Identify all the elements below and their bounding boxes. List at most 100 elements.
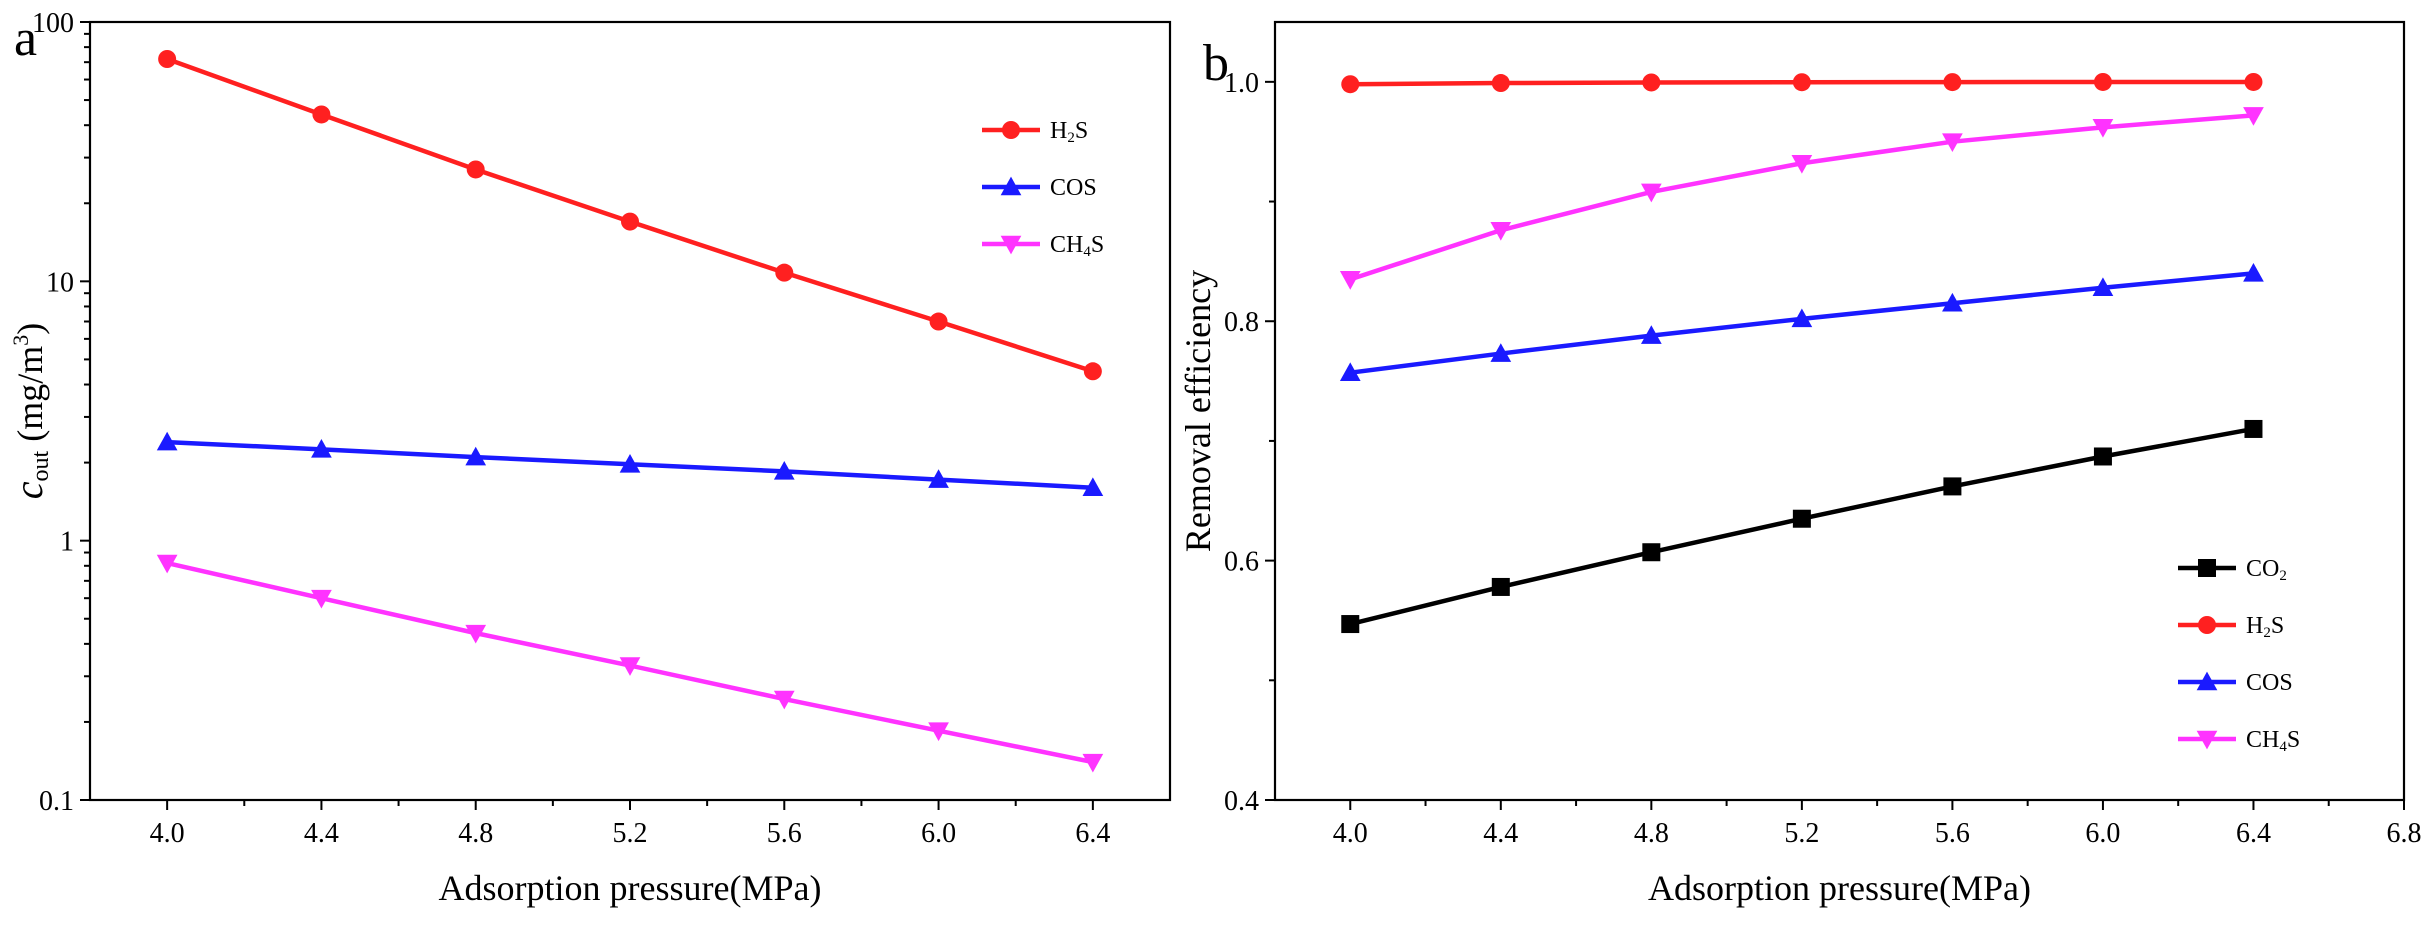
panel-b: 4.0 4.4 4.8 5.2 5.6 6.0 6.4 6.8 0.4 0.6 0.8 1.0 Adso… — [1178, 20, 2422, 908]
data-point — [1943, 73, 1962, 92]
data-point — [158, 49, 177, 68]
data-point — [619, 453, 641, 473]
legend-label: COS — [1050, 175, 1097, 201]
data-point — [1942, 292, 1963, 312]
y-tick-label: 1 — [60, 527, 74, 558]
panel-letter: b — [1203, 35, 1229, 92]
legend-entry: COS — [982, 175, 1097, 201]
data-point — [312, 105, 331, 124]
plot-frame — [88, 20, 1172, 802]
legend-label: COS — [2246, 670, 2293, 696]
data-point — [775, 263, 794, 282]
data-point — [1490, 221, 1512, 241]
data-point — [1083, 362, 1102, 381]
y-tick-label: 10 — [46, 267, 74, 298]
y-tick-label: 0.1 — [39, 786, 74, 817]
data-point — [1490, 343, 1512, 362]
legend-label: CH4S — [1050, 232, 1104, 260]
series-h2s — [158, 49, 1102, 381]
y-label-unit-end: ) — [10, 323, 50, 335]
data-point — [2093, 72, 2112, 91]
data-point — [1640, 183, 1662, 203]
data-point — [2244, 419, 2263, 438]
x-axis-label: Adsorption pressure(MPa) — [439, 868, 822, 908]
data-point — [1942, 133, 1963, 153]
data-point — [156, 431, 178, 451]
x-tick-label: 6.8 — [2387, 818, 2422, 849]
data-point — [929, 312, 948, 331]
data-point — [1792, 73, 1811, 92]
legend-label-sub: 2 — [1067, 130, 1075, 146]
legend-label: CO2 — [2246, 556, 2287, 584]
y-label-unit: (mg/m — [10, 346, 50, 451]
legend-label: H2S — [2246, 613, 2284, 641]
legend-label-post: S — [2271, 613, 2284, 639]
x-tick-label: 4.0 — [1333, 818, 1368, 849]
y-tick-label: 0.8 — [1224, 307, 1259, 338]
legend-marker — [1000, 176, 1022, 196]
data-point — [465, 624, 487, 644]
x-tick-label: 5.6 — [767, 818, 802, 849]
data-point — [1792, 509, 1811, 528]
legend-entry: CO2 — [2178, 556, 2287, 584]
data-point — [2093, 447, 2112, 466]
data-point — [773, 690, 795, 710]
legend-label-main: CO — [2246, 556, 2279, 582]
data-point — [1642, 73, 1661, 92]
x-tick-label: 4.4 — [1483, 818, 1518, 849]
legend-label-main: COS — [1050, 175, 1097, 201]
data-point — [1943, 477, 1962, 496]
data-point — [1341, 75, 1360, 94]
y-tick-label: 0.4 — [1224, 786, 1259, 817]
data-point — [2092, 119, 2114, 138]
data-point — [928, 469, 949, 488]
legend-entry: CH4S — [2178, 727, 2300, 755]
y-tick-label: 0.6 — [1224, 547, 1259, 578]
data-point — [156, 554, 178, 574]
legend-label-sub: 2 — [2263, 625, 2271, 641]
series-h2s — [1341, 72, 2263, 94]
y-axis-label: cout (mg/m3) — [6, 323, 54, 499]
data-point — [1791, 154, 1813, 174]
legend-label: H2S — [1050, 118, 1088, 146]
y-axis-label: Removal efficiency — [1178, 270, 1218, 552]
x-tick-label: 4.4 — [304, 818, 339, 849]
legend-entry: CH4S — [982, 232, 1104, 260]
data-point — [1491, 74, 1510, 93]
data-point — [311, 438, 332, 458]
legend-label-main: CH — [1050, 232, 1083, 258]
data-point — [621, 212, 639, 231]
legend-marker — [2196, 671, 2218, 691]
data-point — [1082, 477, 1104, 497]
legend-label-sub: 4 — [1083, 244, 1091, 260]
data-point — [465, 446, 487, 466]
data-point — [928, 722, 949, 742]
series-ch4s — [1339, 107, 2264, 290]
y-tick-label: 1.0 — [1224, 68, 1259, 99]
legend-label-post: S — [2287, 727, 2300, 753]
x-tick-label: 6.0 — [921, 818, 956, 849]
y-label-sup: 3 — [8, 335, 33, 346]
x-axis-label: Adsorption pressure(MPa) — [1648, 868, 2031, 908]
data-point — [2244, 72, 2263, 91]
legend-marker — [1000, 235, 1022, 255]
data-point — [1642, 543, 1661, 562]
data-point — [2243, 263, 2264, 282]
panel-letter: a — [14, 10, 37, 67]
data-point — [2243, 107, 2264, 126]
series-cos — [1339, 263, 2264, 381]
data-point — [1491, 577, 1510, 596]
legend-label-main: COS — [2246, 670, 2293, 696]
series-ch4s — [156, 554, 1104, 773]
legend-marker — [2198, 616, 2216, 634]
legend-label-post: S — [1075, 118, 1088, 144]
plot-frame — [1273, 20, 2406, 802]
data-point — [311, 589, 332, 609]
legend-marker — [1002, 121, 1020, 139]
y-label-sub: out — [28, 450, 54, 481]
data-point — [1082, 753, 1104, 773]
legend-marker — [2196, 730, 2218, 750]
legend-label-main: H — [1050, 118, 1067, 144]
data-point — [1339, 271, 1361, 290]
x-tick-label: 5.2 — [1784, 818, 1819, 849]
